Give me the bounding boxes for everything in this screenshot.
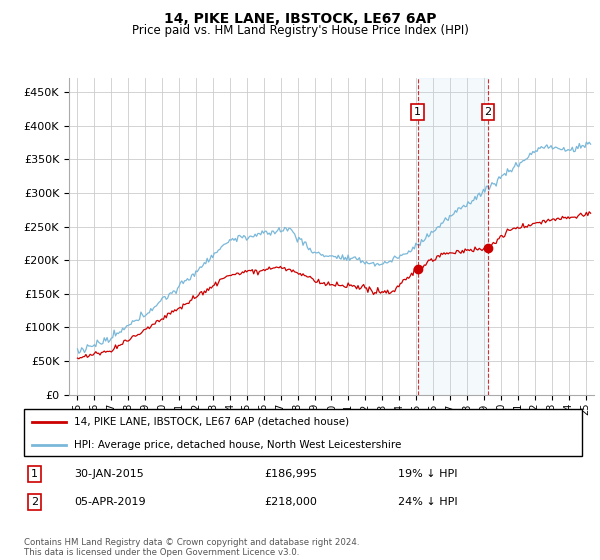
FancyBboxPatch shape (24, 409, 582, 456)
Text: 14, PIKE LANE, IBSTOCK, LE67 6AP: 14, PIKE LANE, IBSTOCK, LE67 6AP (164, 12, 436, 26)
Text: 14, PIKE LANE, IBSTOCK, LE67 6AP (detached house): 14, PIKE LANE, IBSTOCK, LE67 6AP (detach… (74, 417, 349, 427)
Text: 1: 1 (414, 107, 421, 117)
Text: 2: 2 (485, 107, 492, 117)
Text: 2: 2 (31, 497, 38, 507)
Text: £218,000: £218,000 (264, 497, 317, 507)
Text: HPI: Average price, detached house, North West Leicestershire: HPI: Average price, detached house, Nort… (74, 440, 401, 450)
Bar (418, 78, 488, 395)
Text: 24% ↓ HPI: 24% ↓ HPI (398, 497, 457, 507)
Text: £186,995: £186,995 (264, 469, 317, 479)
Text: Contains HM Land Registry data © Crown copyright and database right 2024.
This d: Contains HM Land Registry data © Crown c… (24, 538, 359, 557)
Text: 30-JAN-2015: 30-JAN-2015 (74, 469, 144, 479)
Text: Price paid vs. HM Land Registry's House Price Index (HPI): Price paid vs. HM Land Registry's House … (131, 24, 469, 37)
Text: 05-APR-2019: 05-APR-2019 (74, 497, 146, 507)
Text: 19% ↓ HPI: 19% ↓ HPI (398, 469, 457, 479)
Text: 1: 1 (31, 469, 38, 479)
